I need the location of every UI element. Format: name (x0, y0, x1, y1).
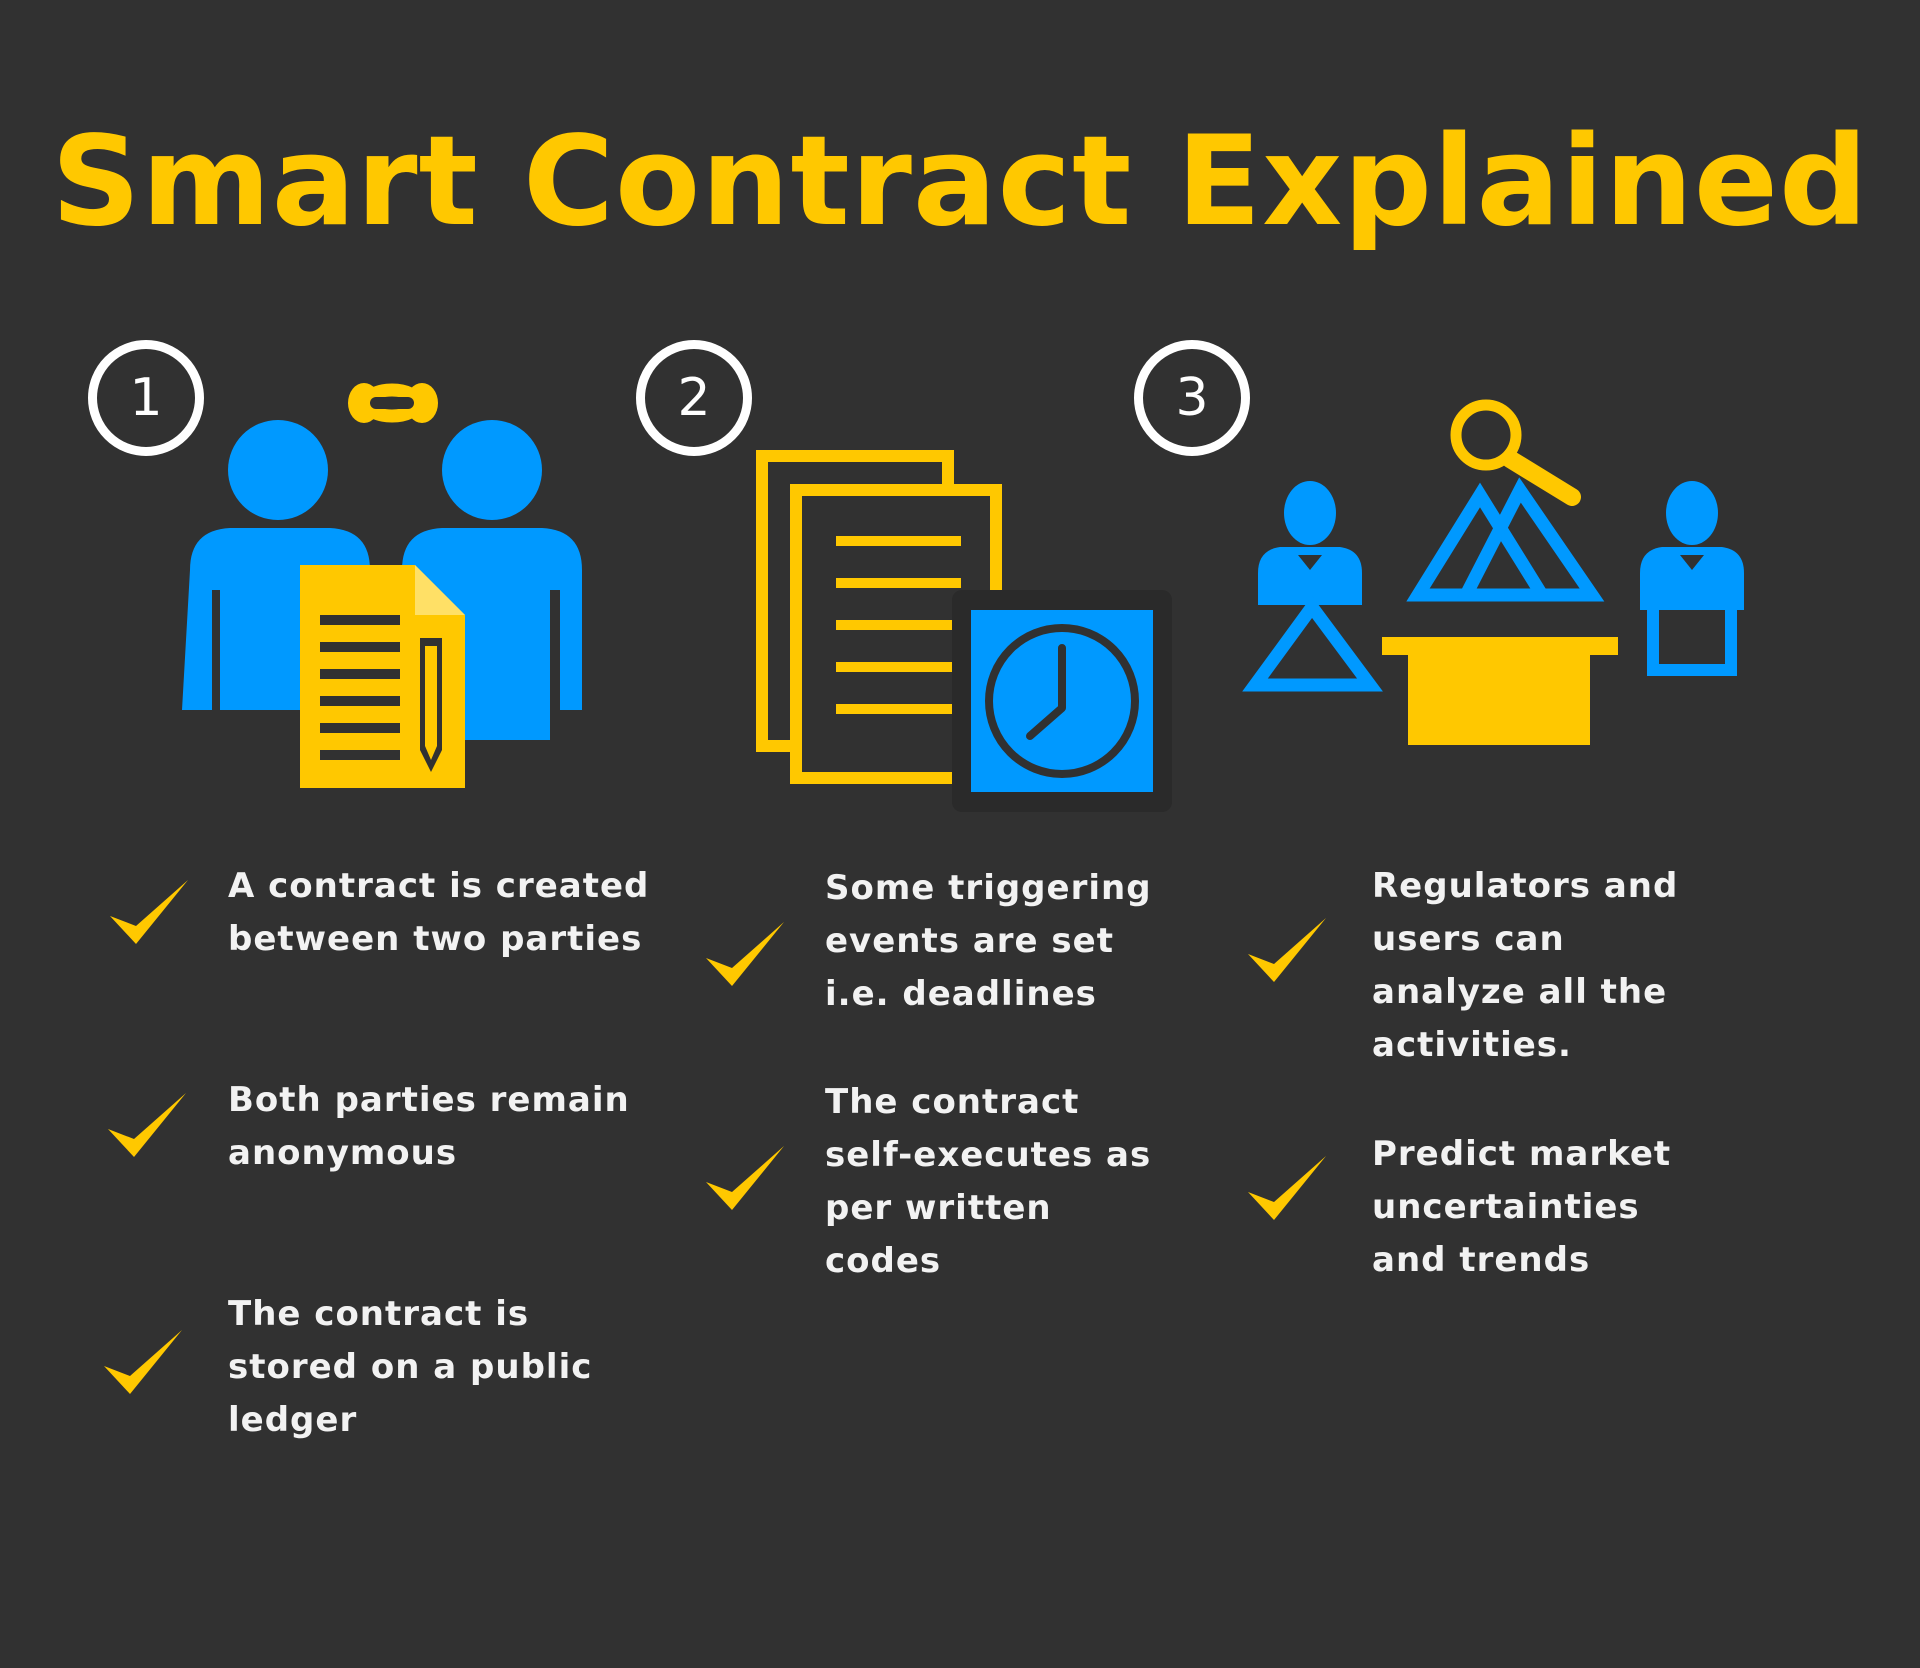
two-people-contract-icon (182, 383, 582, 788)
page-title: Smart Contract Explained (51, 110, 1869, 254)
step-2-item-1: Some triggering events are set i.e. dead… (825, 868, 1152, 1014)
checkmark-icon (1248, 1156, 1326, 1220)
step-1-item-1: A contract is created between two partie… (228, 866, 650, 959)
step-2-item-2: The contract self-executes as per writte… (825, 1082, 1152, 1281)
step-1-number: 1 (88, 340, 204, 456)
checkmark-icon (1248, 918, 1326, 982)
checkmark-icon (104, 1330, 182, 1394)
step-2-number: 2 (636, 340, 752, 456)
step-1-item-2: Both parties remain anonymous (228, 1080, 630, 1173)
checkmark-icon (706, 1146, 784, 1210)
checkmark-icon (706, 922, 784, 986)
checkmark-icon (110, 880, 188, 944)
step-3-item-1: Regulators and users can analyze all the… (1372, 866, 1679, 1065)
step-3-number: 3 (1134, 340, 1250, 456)
checkmark-icon (108, 1093, 186, 1157)
documents-clock-icon (756, 450, 1172, 812)
regulators-analysis-icon (1242, 399, 1744, 745)
step-3-item-2: Predict market uncertainties and trends (1372, 1134, 1672, 1280)
step-1-item-3: The contract is stored on a public ledge… (228, 1294, 593, 1440)
